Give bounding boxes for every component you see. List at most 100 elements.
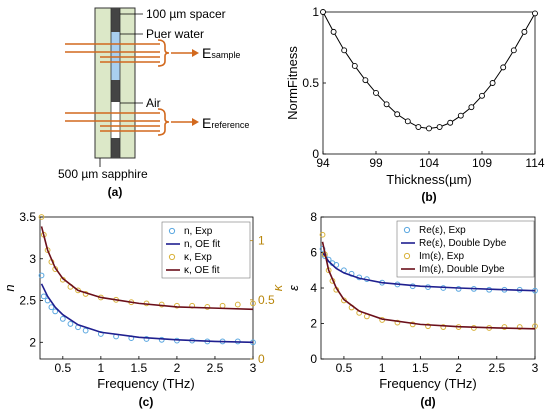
reference-beams — [65, 112, 160, 132]
sample-arrowhead-icon — [192, 49, 199, 57]
reference-arrowhead-icon — [192, 118, 199, 126]
data-point — [158, 336, 165, 343]
data-point — [219, 302, 226, 309]
data-point — [425, 323, 431, 330]
spacer-label: 100 µm spacer — [146, 7, 226, 21]
y-tick-label: 2 — [310, 317, 317, 331]
x-axis-label: Frequency (THz) — [379, 376, 477, 391]
x-tick-label: 1 — [379, 361, 386, 375]
y-tick-label: 1 — [312, 5, 319, 19]
data-point — [500, 64, 507, 71]
panel-label-c: (c) — [139, 395, 154, 409]
y-tick-label: 4 — [310, 281, 317, 295]
y-tick-label: 0 — [312, 147, 319, 161]
schematic-panel: Esample Ereference 100 µm spacer Puer wa… — [58, 7, 249, 199]
y-tick-label: 3 — [29, 252, 36, 266]
sample-brace-icon — [157, 39, 170, 67]
data-point — [38, 272, 45, 279]
sample-beams — [65, 43, 160, 63]
legend-entry: Re(ε), Double Dybe — [419, 238, 507, 249]
data-point — [362, 77, 369, 84]
data-point — [394, 111, 401, 118]
data-point — [38, 214, 45, 220]
fit-line — [321, 241, 536, 330]
spacer-bottom — [111, 138, 120, 158]
data-point — [320, 9, 326, 15]
x-tick-label: 0.5 — [336, 361, 353, 375]
legend-entry: n, Exp — [184, 226, 213, 237]
x-tick-label: 2 — [455, 361, 462, 375]
data-point — [40, 293, 47, 300]
air-label: Air — [146, 96, 161, 110]
fit-line — [321, 252, 536, 292]
x-tick-label: 2 — [174, 361, 181, 375]
data-point — [52, 308, 59, 315]
legend-entry: Re(ε), Exp — [419, 225, 466, 236]
data-point — [415, 124, 422, 130]
x-tick-label: 109 — [472, 156, 492, 170]
data-point — [426, 125, 432, 132]
data-point — [319, 246, 326, 252]
x-tick-label: 2.5 — [488, 361, 505, 375]
legend: n, Exp n, OE fit κ, Exp κ, OE fit — [161, 221, 251, 279]
data-point — [457, 112, 464, 119]
panel-label-d: (d) — [420, 395, 435, 409]
panel-label-a: (a) — [108, 185, 123, 199]
y-tick-label: 3.5 — [19, 210, 36, 224]
data-point — [373, 89, 379, 96]
spacer-middle — [111, 80, 120, 102]
x-tick-label: 114 — [525, 156, 544, 170]
reference-brace-icon — [157, 108, 170, 136]
data-point — [501, 324, 508, 330]
x-axis-label: Frequency (THz) — [97, 376, 195, 391]
x-axis-label: Thickness(µm) — [386, 172, 472, 187]
water-layer — [111, 32, 120, 80]
data-point — [383, 101, 390, 108]
data-point — [250, 300, 256, 307]
data-point — [516, 324, 523, 330]
y-tick-label: 2 — [29, 335, 36, 349]
plot-frame — [39, 216, 254, 360]
data-point — [174, 302, 180, 309]
y-tick-label: 8 — [310, 210, 317, 224]
tick-group: 94 99 104 109 114 0 0.5 1 — [302, 5, 545, 170]
y2-tick-label: 1 — [258, 234, 265, 248]
chart-refractive-index: 0.5 1 1.5 2 2.5 3 2 2.5 3 3.5 0 0.5 1 Frequency (THz… — [2, 210, 285, 409]
fit-line — [40, 226, 254, 311]
plot-frame — [322, 11, 536, 155]
y2-axis-label: κ — [270, 283, 285, 291]
air-layer — [111, 102, 120, 138]
data-point — [204, 304, 211, 310]
mark-group — [320, 9, 538, 132]
y-axis-label: n — [2, 284, 17, 291]
chart-permittivity: 0.5 1 1.5 2 2.5 3 0 2 4 6 8 Frequency (THz) ε Re(ε… — [286, 210, 539, 409]
y-tick-label: 2.5 — [19, 294, 36, 308]
data-point — [330, 28, 337, 35]
y2-tick-label: 0.5 — [258, 293, 275, 307]
chart-normfitness: 94 99 104 109 114 0 0.5 1 Thickness(µm) NormFit… — [285, 5, 545, 204]
x-tick-label: 99 — [369, 156, 383, 170]
data-point — [479, 92, 485, 99]
y-axis-label: NormFitness — [285, 46, 300, 120]
x-tick-label: 2.5 — [207, 361, 224, 375]
legend-entry: κ, Exp — [184, 252, 212, 263]
data-point — [521, 28, 528, 35]
data-point — [319, 231, 326, 238]
data-point — [404, 118, 411, 125]
tick-group: 0.5 1 1.5 2 2.5 3 2 2.5 3 3.5 0 0.5 1 — [19, 210, 275, 375]
tick-group: 0.5 1 1.5 2 2.5 3 0 2 4 6 8 — [310, 210, 538, 375]
data-point — [67, 321, 74, 327]
y-tick-label: 0.5 — [302, 76, 319, 90]
data-point — [489, 80, 496, 86]
fit-line — [40, 283, 254, 344]
x-tick-label: 94 — [316, 156, 330, 170]
legend-entry: n, OE fit — [184, 239, 220, 250]
data-point — [351, 63, 358, 69]
panel-label-b: (b) — [421, 190, 436, 204]
x-tick-label: 1.5 — [412, 361, 429, 375]
data-point — [234, 301, 241, 308]
data-point — [48, 304, 55, 311]
x-tick-label: 1.5 — [131, 361, 148, 375]
data-point — [341, 47, 348, 54]
